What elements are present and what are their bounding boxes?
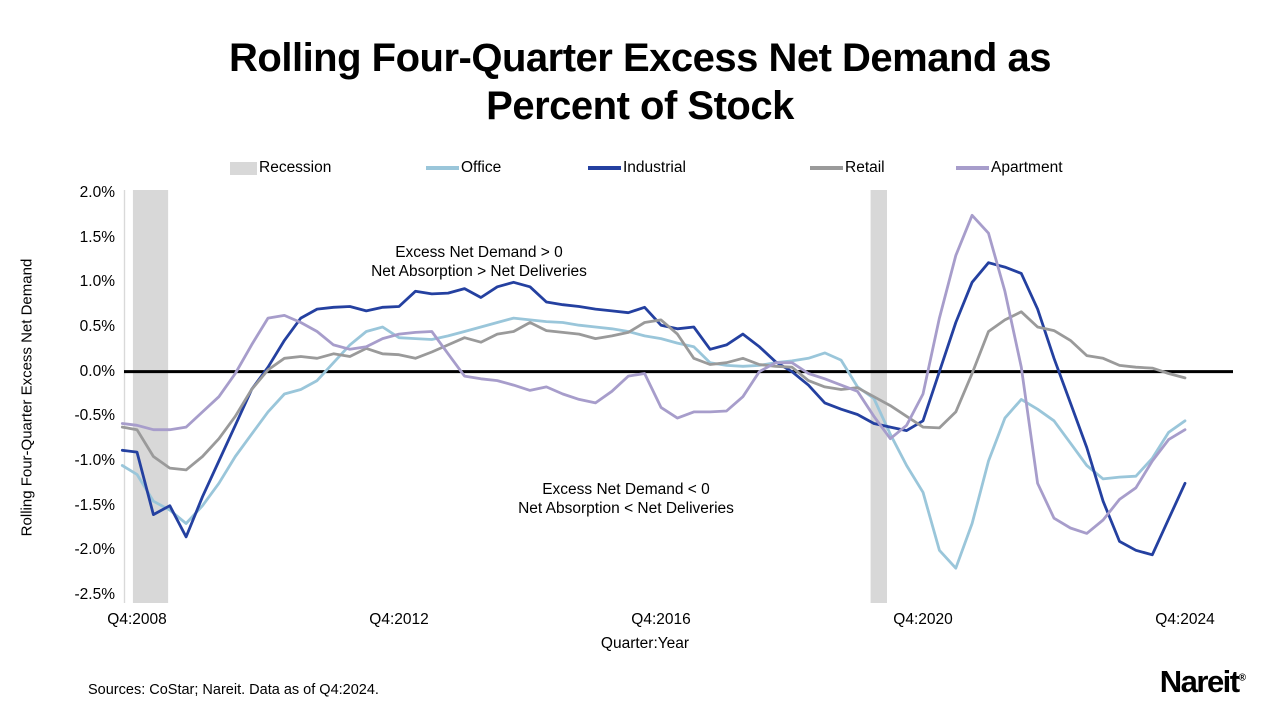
y-tick-label: 0.0%	[79, 362, 115, 380]
chart-legend: Recession Office Industrial Retail Apartment	[0, 157, 1280, 179]
page-title: Rolling Four-Quarter Excess Net Demand a…	[110, 34, 1170, 130]
y-tick-label: 2.0%	[79, 184, 115, 201]
series-apartment-line	[120, 213, 1187, 535]
page-title-line-2: Percent of Stock	[486, 84, 794, 128]
sources-note: Sources: CoStar; Nareit. Data as of Q4:2…	[88, 682, 379, 698]
legend-label: Retail	[845, 159, 885, 176]
annotation-positive: Excess Net Demand > 0 Net Absorption > N…	[269, 244, 689, 281]
y-tick-label: -2.5%	[74, 585, 116, 603]
x-tick-label: Q4:2024	[1155, 611, 1215, 628]
nareit-logo-text: Nareit	[1159, 664, 1240, 699]
annotation-negative-line-2: Net Absorption < Net Deliveries	[518, 499, 734, 517]
x-tick-label: Q4:2008	[107, 611, 167, 628]
legend-item-apartment: Apartment	[956, 157, 1063, 179]
legend-label: Office	[461, 159, 502, 176]
y-axis-title: Rolling Four-Quarter Excess Net Demand	[18, 258, 36, 537]
legend-item-office: Office	[426, 157, 501, 179]
annotation-positive-line-2: Net Absorption > Net Deliveries	[371, 262, 587, 280]
legend-swatch-retail	[810, 166, 843, 170]
annotation-positive-line-1: Excess Net Demand > 0	[395, 244, 563, 261]
series-office-line	[120, 316, 1187, 570]
legend-label: Apartment	[991, 159, 1063, 176]
annotation-negative: Excess Net Demand < 0 Net Absorption < N…	[416, 481, 836, 518]
registered-mark: ®	[1238, 672, 1246, 684]
annotation-negative-line-1: Excess Net Demand < 0	[542, 481, 710, 498]
x-axis-title: Quarter:Year	[600, 635, 690, 652]
legend-swatch-apartment	[956, 166, 989, 170]
legend-label: Recession	[259, 159, 332, 176]
legend-label: Industrial	[623, 159, 686, 176]
nareit-logo: Nareit®	[1160, 664, 1246, 700]
y-tick-label: 1.0%	[79, 273, 115, 291]
x-tick-label: Q4:2012	[369, 611, 429, 628]
y-tick-label: -1.5%	[74, 496, 116, 514]
y-tick-label: 1.5%	[79, 228, 115, 246]
recession-band	[870, 190, 887, 603]
legend-swatch-office	[426, 166, 459, 170]
x-tick-label: Q4:2016	[631, 611, 691, 628]
legend-item-recession: Recession	[230, 157, 331, 179]
series-retail-line	[120, 310, 1187, 472]
y-tick-label: -2.0%	[74, 541, 116, 559]
x-tick-label: Q4:2020	[893, 611, 953, 628]
y-tick-label: 0.5%	[79, 317, 115, 335]
legend-item-retail: Retail	[810, 157, 885, 179]
recession-band	[132, 190, 169, 603]
legend-swatch-industrial	[588, 166, 621, 170]
legend-swatch-recession	[230, 161, 257, 175]
page-title-line-1: Rolling Four-Quarter Excess Net Demand a…	[229, 36, 1051, 80]
y-tick-label: -1.0%	[74, 451, 116, 469]
legend-item-industrial: Industrial	[588, 157, 686, 179]
y-tick-label: -0.5%	[74, 407, 116, 425]
